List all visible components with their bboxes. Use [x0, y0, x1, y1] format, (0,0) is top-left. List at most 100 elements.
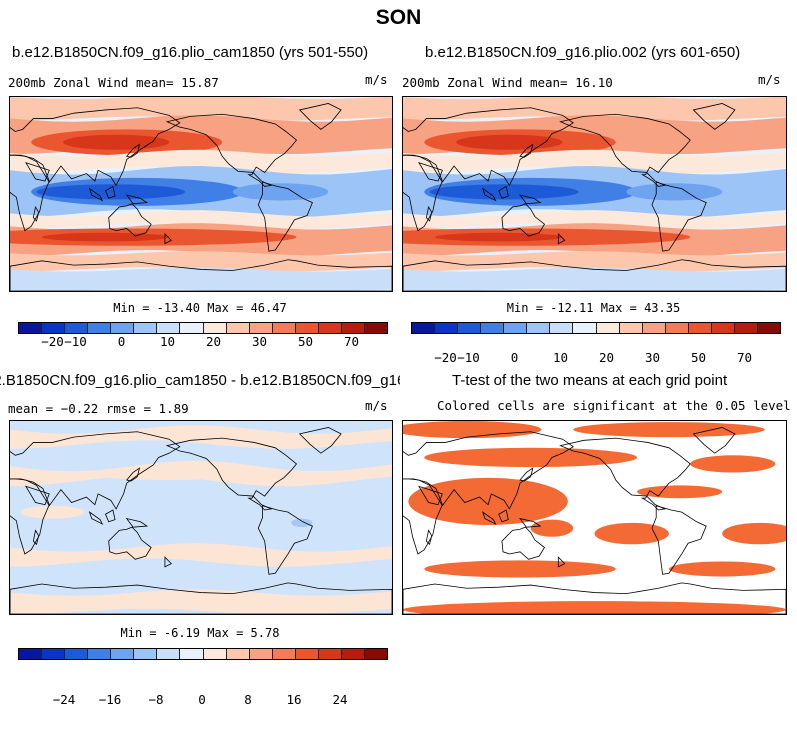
- coastline-nz: [558, 234, 564, 244]
- panel1-variable: 200mb Zonal Wind: [8, 75, 129, 90]
- panel3-title-clip: b.e12.B1850CN.f09_g16.plio_cam1850 - b.e…: [0, 372, 400, 392]
- diff-band-north: [10, 425, 392, 449]
- atlantic-easterlies: [626, 183, 723, 201]
- colorbar-swatch: [318, 649, 342, 659]
- panel2-variable: 200mb Zonal Wind: [402, 75, 523, 90]
- coastline-samerica: [652, 506, 706, 575]
- colorbar-tick-label: −20: [41, 334, 64, 349]
- panel3-title: b.e12.B1850CN.f09_g16.plio_cam1850 - b.e…: [0, 372, 400, 389]
- colorbar-tick-label: 16: [286, 692, 302, 707]
- colorbar-tick-label: 10: [159, 334, 176, 349]
- colorbar-swatch: [249, 323, 273, 333]
- panel3-rmse-label: rmse =: [105, 401, 152, 416]
- coastline-africa: [10, 479, 49, 554]
- signif-pacific: [594, 522, 669, 545]
- colorbar-swatch: [596, 323, 620, 333]
- panel3-min-max: Min = -6.19 Max = 5.78: [120, 626, 280, 640]
- coastline-australia: [502, 204, 545, 236]
- signif-sh-1: [424, 560, 616, 578]
- sh-jet-max: [434, 232, 563, 242]
- panel1-title: b.e12.B1850CN.f09_g16.plio_cam1850 (yrs …: [12, 44, 369, 61]
- signif-nh-2: [690, 455, 776, 473]
- coastline-greenland: [300, 103, 341, 129]
- signif-north-2: [573, 422, 765, 438]
- panel2-wind-map: [402, 96, 787, 292]
- band-nh-sub: [10, 149, 392, 174]
- coastline-greenland: [693, 103, 734, 129]
- coastline-antarctica: [10, 260, 392, 291]
- colorbar-swatch: [226, 649, 250, 659]
- atlantic-easterlies: [232, 183, 329, 201]
- colorbar-tick-label: 70: [736, 350, 753, 365]
- panel2-title: b.e12.B1850CN.f09_g16.plio.002 (yrs 601-…: [425, 44, 741, 61]
- signif-west-pacific: [530, 519, 574, 537]
- colorbar-swatch: [550, 323, 574, 333]
- colorbar-swatch: [458, 323, 482, 333]
- panel1-colorbar-ticks: −20 −10 0 10 20 30 50 70: [18, 334, 386, 350]
- panel1-wind-map: [9, 96, 393, 292]
- colorbar-swatch: [272, 323, 296, 333]
- coastline-japan: [520, 468, 533, 481]
- coastline-eurasia: [403, 432, 573, 509]
- panel4-subtitle: Colored cells are significant at the 0.0…: [437, 398, 791, 413]
- band-south-pole: [10, 267, 392, 291]
- colorbar-swatch: [249, 649, 273, 659]
- coastline-antarctica: [403, 260, 786, 291]
- coastline-newguinea: [520, 519, 540, 528]
- coastline-sumatra: [90, 189, 103, 201]
- panel2-mean-label: mean=: [529, 75, 568, 90]
- panel2-min-max: Min = -12.11 Max = 43.35: [506, 301, 681, 315]
- coastline-japan: [127, 468, 140, 481]
- colorbar-tick-label: 24: [332, 692, 348, 707]
- colorbar-swatch: [711, 323, 735, 333]
- colorbar-tick-label: 50: [690, 350, 707, 365]
- coastline-sumatra: [90, 512, 103, 524]
- coastline-samerica: [652, 182, 706, 251]
- panel3-rmse-value: 1.89: [158, 401, 189, 416]
- colorbar-swatch: [688, 323, 712, 333]
- panel1-min-max: Min = -13.40 Max = 46.47: [113, 301, 287, 315]
- panel1-units: m/s: [365, 72, 388, 87]
- panel4-title: T-test of the two means at each grid poi…: [452, 372, 728, 389]
- coastline-africa: [10, 155, 49, 230]
- coastline-australia: [502, 527, 545, 559]
- signif-east: [722, 522, 786, 545]
- panel1-variable-mean: 200mb Zonal Wind mean= 15.87: [8, 75, 219, 90]
- coastline-antarctica: [403, 583, 786, 614]
- colorbar-swatch: [665, 323, 689, 333]
- coastline-greenland: [300, 427, 341, 453]
- colorbar-swatch: [272, 649, 296, 659]
- coastline-borneo: [106, 186, 116, 198]
- colorbar-tick-label: 0: [117, 334, 126, 349]
- coastline-australia: [109, 204, 151, 236]
- band-nh-sub: [403, 149, 786, 174]
- panel1-mean-label: mean=: [135, 75, 174, 90]
- panel3-colorbar-ticks: −24 −16 −8 0 8 16 24: [18, 692, 386, 708]
- colorbar-tick-label: 30: [644, 350, 661, 365]
- colorbar-tick-label: 50: [297, 334, 314, 349]
- colorbar-swatch: [65, 323, 89, 333]
- diff-band-south: [10, 589, 392, 614]
- colorbar-swatch: [295, 323, 319, 333]
- colorbar-swatch: [527, 323, 551, 333]
- colorbar-swatch: [65, 649, 89, 659]
- colorbar-tick-label: −24: [52, 692, 76, 707]
- colorbar-swatch: [180, 323, 204, 333]
- tropical-core: [429, 184, 579, 200]
- signif-nh-1: [424, 447, 638, 468]
- coastline-newguinea: [127, 195, 147, 204]
- coastline-namerica: [167, 114, 296, 186]
- coastline-madagascar: [426, 207, 431, 221]
- colorbar-swatch: [435, 323, 459, 333]
- colorbar-swatch: [412, 323, 436, 333]
- figure-title: SON: [375, 6, 422, 29]
- coastline-namerica: [560, 114, 690, 186]
- nh-jet-max: [456, 134, 563, 150]
- band-south-pole: [403, 267, 786, 291]
- coastline-eurasia: [403, 108, 573, 186]
- panel2-variable-mean: 200mb Zonal Wind mean= 16.10: [402, 75, 613, 90]
- panel1-colorbar: [18, 322, 388, 334]
- coastline-nz: [558, 557, 564, 567]
- colorbar-tick-label: −8: [148, 692, 164, 707]
- colorbar-swatch: [203, 323, 227, 333]
